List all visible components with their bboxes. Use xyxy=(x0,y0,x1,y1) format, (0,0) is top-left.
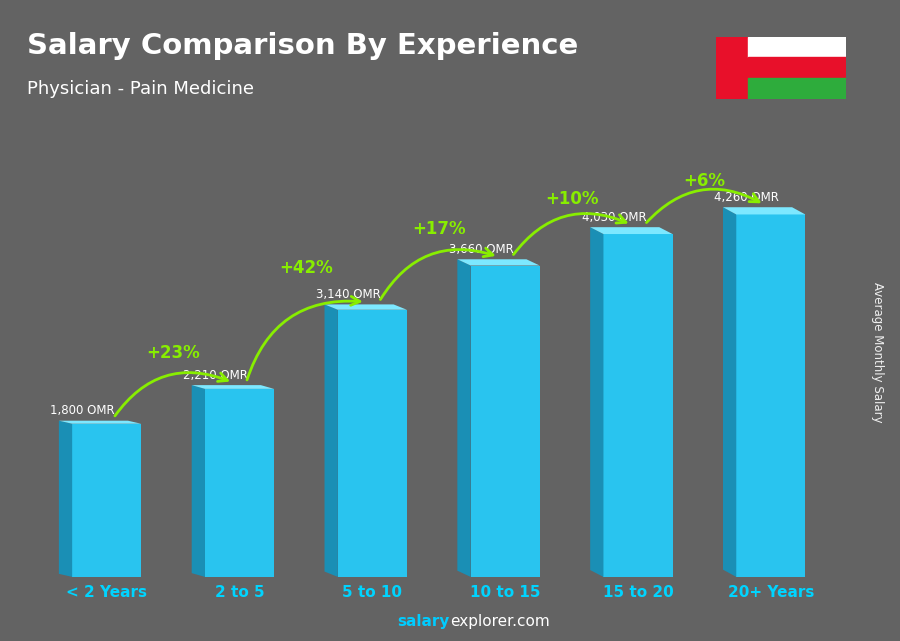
Polygon shape xyxy=(325,304,338,577)
Polygon shape xyxy=(58,420,72,577)
Polygon shape xyxy=(723,207,806,215)
Polygon shape xyxy=(58,420,141,424)
Text: 3,660 OMR: 3,660 OMR xyxy=(449,243,514,256)
Polygon shape xyxy=(590,227,672,234)
Text: +23%: +23% xyxy=(146,344,200,362)
Polygon shape xyxy=(457,260,540,265)
Bar xyxy=(716,37,748,99)
Text: salary: salary xyxy=(398,615,450,629)
Text: 4,030 OMR: 4,030 OMR xyxy=(581,211,646,224)
Text: 4,260 OMR: 4,260 OMR xyxy=(715,191,779,204)
FancyArrowPatch shape xyxy=(514,213,626,254)
Text: Physician - Pain Medicine: Physician - Pain Medicine xyxy=(27,80,254,98)
Text: 2,210 OMR: 2,210 OMR xyxy=(184,369,248,381)
Text: +6%: +6% xyxy=(683,172,725,190)
Polygon shape xyxy=(72,424,141,577)
FancyArrowPatch shape xyxy=(115,372,228,416)
Text: 3,140 OMR: 3,140 OMR xyxy=(316,288,381,301)
Polygon shape xyxy=(338,310,407,577)
Bar xyxy=(748,37,846,58)
Bar xyxy=(748,58,846,78)
Text: Salary Comparison By Experience: Salary Comparison By Experience xyxy=(27,32,578,60)
Text: +42%: +42% xyxy=(279,258,333,277)
Polygon shape xyxy=(736,215,806,577)
Polygon shape xyxy=(325,304,407,310)
Polygon shape xyxy=(205,389,274,577)
Text: explorer.com: explorer.com xyxy=(450,615,550,629)
Polygon shape xyxy=(590,227,604,577)
Polygon shape xyxy=(723,207,736,577)
FancyArrowPatch shape xyxy=(646,189,759,222)
Text: +10%: +10% xyxy=(544,190,598,208)
Polygon shape xyxy=(604,234,672,577)
Polygon shape xyxy=(192,385,205,577)
FancyArrowPatch shape xyxy=(247,296,360,380)
Polygon shape xyxy=(457,260,471,577)
Text: +17%: +17% xyxy=(412,220,465,238)
Polygon shape xyxy=(471,265,540,577)
Text: Average Monthly Salary: Average Monthly Salary xyxy=(871,282,884,423)
Text: 1,800 OMR: 1,800 OMR xyxy=(50,404,115,417)
FancyArrowPatch shape xyxy=(381,248,493,299)
Bar xyxy=(748,78,846,99)
Polygon shape xyxy=(192,385,274,389)
